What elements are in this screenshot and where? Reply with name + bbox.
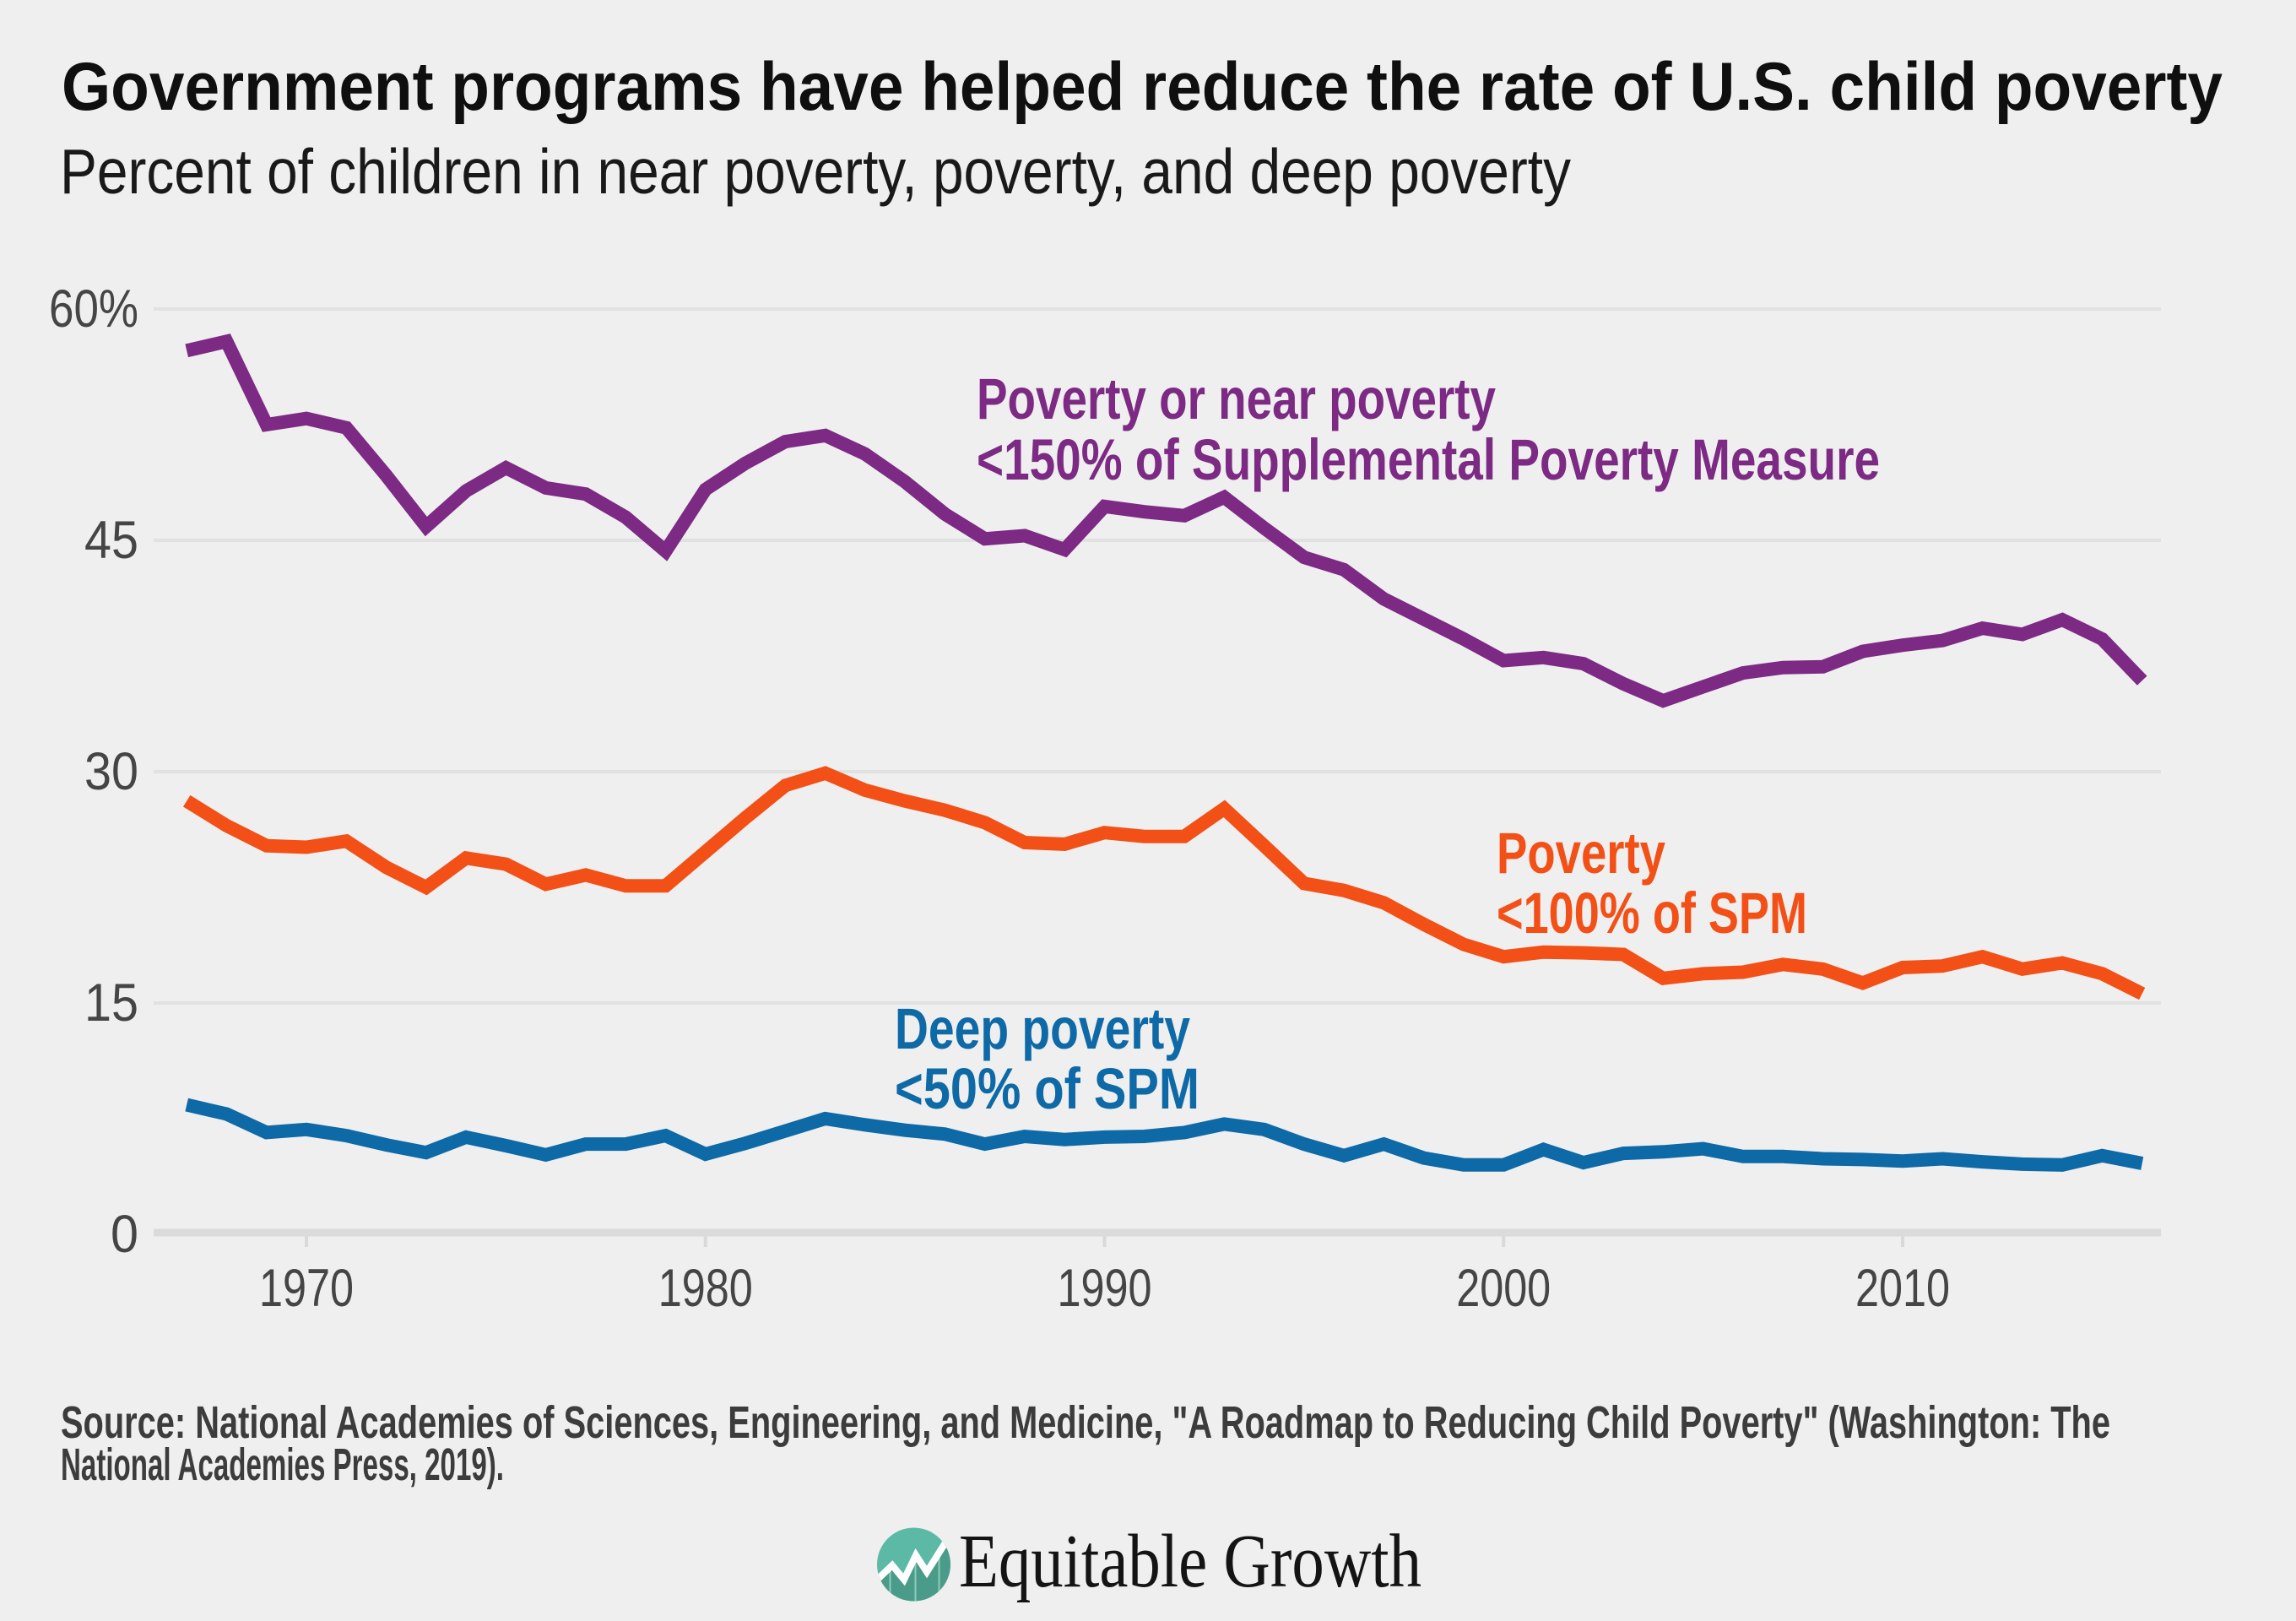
svg-text:Government programs have helpe: Government programs have helped reduce t…: [62, 49, 2223, 125]
svg-text:2000: 2000: [1456, 1259, 1551, 1318]
svg-text:0: 0: [111, 1205, 138, 1264]
svg-text:1970: 1970: [259, 1259, 354, 1318]
svg-text:30: 30: [84, 742, 138, 801]
svg-text:National Academies Press, 2019: National Academies Press, 2019).: [61, 1439, 504, 1490]
svg-text:15: 15: [84, 973, 138, 1033]
svg-text:60%: 60%: [49, 279, 138, 339]
svg-text:Equitable Growth: Equitable Growth: [959, 1520, 1421, 1603]
svg-text:45: 45: [84, 511, 138, 570]
svg-text:2010: 2010: [1855, 1259, 1950, 1318]
svg-text:1990: 1990: [1058, 1259, 1152, 1318]
svg-text:<150% of Supplemental Poverty: <150% of Supplemental Poverty Measure: [977, 427, 1880, 492]
svg-text:Poverty: Poverty: [1497, 821, 1665, 886]
svg-text:Poverty or near poverty: Poverty or near poverty: [977, 366, 1496, 431]
svg-text:<50% of SPM: <50% of SPM: [895, 1056, 1199, 1121]
svg-text:<100% of SPM: <100% of SPM: [1497, 881, 1807, 946]
svg-text:Percent of children in near po: Percent of children in near poverty, pov…: [60, 136, 1571, 207]
svg-text:Deep poverty: Deep poverty: [895, 996, 1190, 1061]
svg-text:Source: National Academies of: Source: National Academies of Sciences, …: [61, 1397, 2110, 1448]
svg-text:1980: 1980: [658, 1259, 753, 1318]
